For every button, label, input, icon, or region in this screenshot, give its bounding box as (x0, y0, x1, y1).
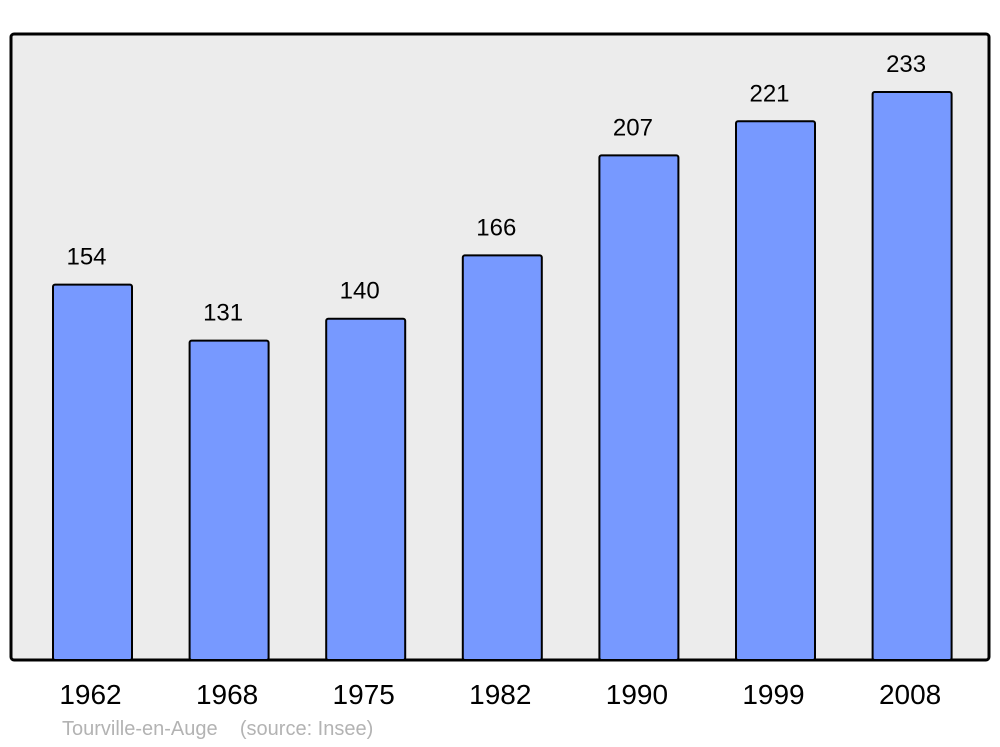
x-tick-label-2008: 2008 (879, 679, 941, 710)
x-tick-label-1975: 1975 (333, 679, 395, 710)
data-label-1982: 166 (476, 214, 516, 241)
data-label-1975: 140 (340, 278, 380, 305)
bar-1982 (461, 254, 543, 661)
place-name: Tourville-en-Auge (62, 718, 218, 740)
x-tick-label-1990: 1990 (606, 679, 668, 710)
source-note: (source: Insee) (239, 718, 374, 740)
x-tick-label-1962: 1962 (59, 679, 121, 710)
data-label-1962: 154 (66, 244, 106, 271)
bar-2008 (871, 91, 953, 661)
x-tick-label-1999: 1999 (742, 679, 804, 710)
bar-1968 (188, 339, 270, 661)
bar-1990 (598, 154, 680, 661)
chart-footer: Tourville-en-Auge (source: Insee) (62, 718, 373, 741)
bar-1999 (735, 120, 816, 661)
x-tick-label-1968: 1968 (196, 679, 258, 710)
data-label-2008: 233 (886, 51, 926, 78)
x-tick-label-1982: 1982 (469, 679, 531, 710)
data-label-1999: 221 (749, 80, 789, 107)
bar-1962 (52, 283, 133, 661)
bar-1975 (325, 317, 407, 661)
data-label-1990: 207 (613, 114, 653, 141)
data-label-1968: 131 (203, 300, 243, 327)
